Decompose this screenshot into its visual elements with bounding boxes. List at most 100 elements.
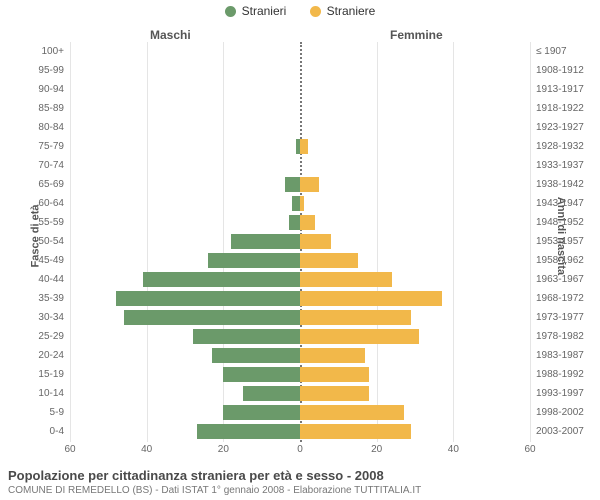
male-half bbox=[70, 234, 300, 249]
birth-year-label: 1943-1947 bbox=[536, 194, 584, 213]
birth-year-label: 1998-2002 bbox=[536, 403, 584, 422]
pyramid-row: 60-641943-1947 bbox=[70, 194, 530, 213]
legend-item-female: Straniere bbox=[310, 4, 376, 18]
legend-label-male: Stranieri bbox=[242, 4, 287, 18]
pyramid-row: 85-891918-1922 bbox=[70, 99, 530, 118]
bar-female bbox=[300, 405, 404, 420]
age-label: 20-24 bbox=[38, 346, 64, 365]
legend: Stranieri Straniere bbox=[0, 4, 600, 20]
x-tick-label: 20 bbox=[218, 444, 229, 455]
bar-male bbox=[212, 348, 300, 363]
birth-year-label: 1933-1937 bbox=[536, 156, 584, 175]
female-half bbox=[300, 253, 530, 268]
male-half bbox=[70, 215, 300, 230]
chart-title: Popolazione per cittadinanza straniera p… bbox=[8, 468, 592, 483]
grid-line bbox=[530, 42, 531, 442]
female-half bbox=[300, 386, 530, 401]
birth-year-label: 1953-1957 bbox=[536, 232, 584, 251]
column-header-male: Maschi bbox=[150, 28, 191, 42]
legend-swatch-male bbox=[225, 6, 236, 17]
birth-year-label: 1923-1927 bbox=[536, 118, 584, 137]
column-header-female: Femmine bbox=[390, 28, 443, 42]
pyramid-row: 55-591948-1952 bbox=[70, 213, 530, 232]
birth-year-label: 1988-1992 bbox=[536, 365, 584, 384]
pyramid-row: 0-42003-2007 bbox=[70, 422, 530, 441]
birth-year-label: 2003-2007 bbox=[536, 422, 584, 441]
age-label: 35-39 bbox=[38, 289, 64, 308]
bar-female bbox=[300, 177, 319, 192]
bar-female bbox=[300, 272, 392, 287]
x-tick-label: 60 bbox=[524, 444, 535, 455]
female-half bbox=[300, 272, 530, 287]
age-label: 55-59 bbox=[38, 213, 64, 232]
age-label: 10-14 bbox=[38, 384, 64, 403]
female-half bbox=[300, 120, 530, 135]
pyramid-row: 40-441963-1967 bbox=[70, 270, 530, 289]
birth-year-label: 1948-1952 bbox=[536, 213, 584, 232]
age-label: 25-29 bbox=[38, 327, 64, 346]
pyramid-row: 15-191988-1992 bbox=[70, 365, 530, 384]
male-half bbox=[70, 177, 300, 192]
male-half bbox=[70, 386, 300, 401]
female-half bbox=[300, 82, 530, 97]
male-half bbox=[70, 367, 300, 382]
pyramid-row: 5-91998-2002 bbox=[70, 403, 530, 422]
chart-footer: Popolazione per cittadinanza straniera p… bbox=[8, 468, 592, 496]
female-half bbox=[300, 234, 530, 249]
birth-year-label: 1938-1942 bbox=[536, 175, 584, 194]
x-tick-label: 40 bbox=[141, 444, 152, 455]
age-label: 70-74 bbox=[38, 156, 64, 175]
male-half bbox=[70, 139, 300, 154]
age-label: 80-84 bbox=[38, 118, 64, 137]
female-half bbox=[300, 63, 530, 78]
bar-female bbox=[300, 139, 308, 154]
male-half bbox=[70, 196, 300, 211]
pyramid-row: 80-841923-1927 bbox=[70, 118, 530, 137]
birth-year-label: 1918-1922 bbox=[536, 99, 584, 118]
x-tick-label: 60 bbox=[64, 444, 75, 455]
male-half bbox=[70, 291, 300, 306]
bar-male bbox=[289, 215, 301, 230]
plot-area: 6040200204060100+≤ 190795-991908-191290-… bbox=[70, 42, 530, 442]
female-half bbox=[300, 329, 530, 344]
bar-male bbox=[208, 253, 300, 268]
age-label: 45-49 bbox=[38, 251, 64, 270]
bar-male bbox=[231, 234, 300, 249]
bar-female bbox=[300, 329, 419, 344]
age-label: 15-19 bbox=[38, 365, 64, 384]
legend-swatch-female bbox=[310, 6, 321, 17]
bar-male bbox=[243, 386, 301, 401]
bar-male bbox=[223, 405, 300, 420]
male-half bbox=[70, 158, 300, 173]
pyramid-row: 50-541953-1957 bbox=[70, 232, 530, 251]
birth-year-label: 1993-1997 bbox=[536, 384, 584, 403]
bar-male bbox=[223, 367, 300, 382]
birth-year-label: 1908-1912 bbox=[536, 61, 584, 80]
bar-female bbox=[300, 386, 369, 401]
age-label: 100+ bbox=[41, 42, 64, 61]
x-tick-label: 20 bbox=[371, 444, 382, 455]
male-half bbox=[70, 44, 300, 59]
bar-male bbox=[193, 329, 300, 344]
male-half bbox=[70, 424, 300, 439]
female-half bbox=[300, 367, 530, 382]
male-half bbox=[70, 272, 300, 287]
female-half bbox=[300, 405, 530, 420]
female-half bbox=[300, 348, 530, 363]
bar-female bbox=[300, 196, 304, 211]
birth-year-label: 1973-1977 bbox=[536, 308, 584, 327]
age-label: 40-44 bbox=[38, 270, 64, 289]
birth-year-label: ≤ 1907 bbox=[536, 42, 567, 61]
bar-male bbox=[143, 272, 300, 287]
female-half bbox=[300, 215, 530, 230]
male-half bbox=[70, 101, 300, 116]
female-half bbox=[300, 424, 530, 439]
bar-female bbox=[300, 234, 331, 249]
pyramid-row: 90-941913-1917 bbox=[70, 80, 530, 99]
birth-year-label: 1963-1967 bbox=[536, 270, 584, 289]
pyramid-row: 10-141993-1997 bbox=[70, 384, 530, 403]
age-label: 90-94 bbox=[38, 80, 64, 99]
pyramid-row: 35-391968-1972 bbox=[70, 289, 530, 308]
age-label: 95-99 bbox=[38, 61, 64, 80]
female-half bbox=[300, 291, 530, 306]
